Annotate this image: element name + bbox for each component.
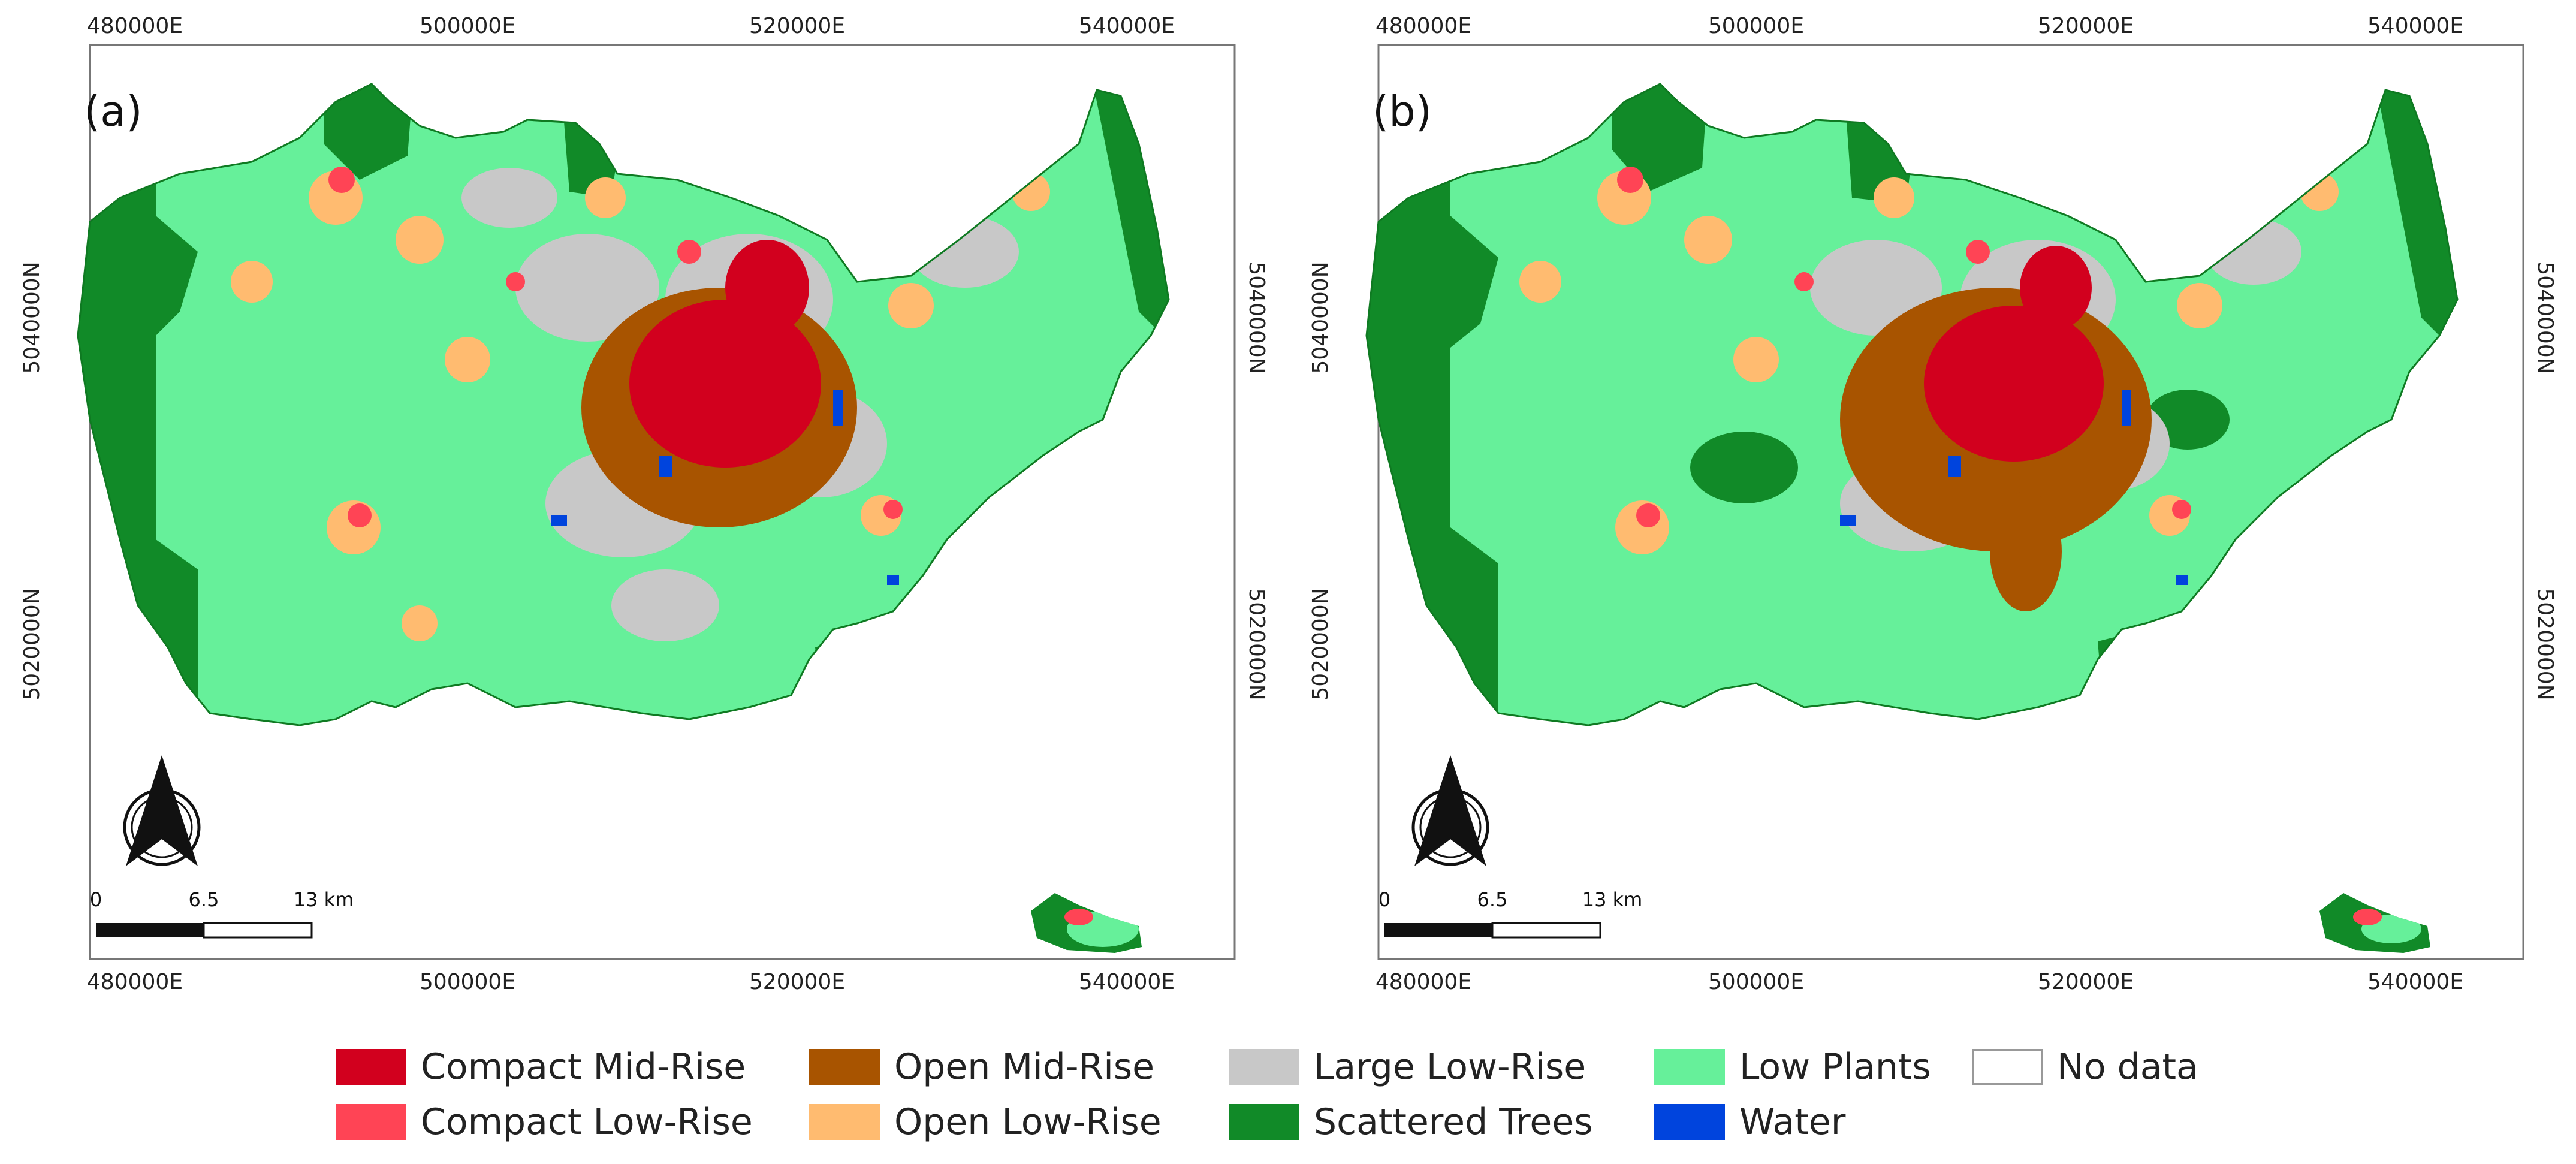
legend: Compact Mid-Rise Compact Low-Rise Open M… [336, 1043, 2254, 1157]
y-tick-left-0: 5040000N [20, 261, 44, 373]
legend-swatch [1972, 1049, 2043, 1085]
y-tick-left-1: 5020000N [1308, 588, 1333, 700]
scale-bar: 0 6.5 13 km [90, 888, 354, 939]
panel-label: (b) [1373, 87, 1432, 136]
legend-item-water: Water [1654, 1098, 1845, 1146]
legend-item-open-low-rise: Open Low-Rise [809, 1098, 1162, 1146]
y-tick-left-0: 5040000N [1308, 261, 1333, 373]
x-tick-top-0: 480000E [1376, 14, 1471, 38]
legend-label: No data [2057, 1046, 2198, 1088]
x-tick-bottom-0: 480000E [1376, 970, 1471, 994]
legend-swatch [336, 1049, 406, 1085]
legend-label: Low Plants [1739, 1046, 1931, 1088]
scale-label-2: 13 km [294, 888, 354, 911]
y-tick-right-1: 5020000N [2533, 588, 2557, 700]
legend-label: Large Low-Rise [1314, 1046, 1586, 1088]
scale-label-1: 6.5 [1477, 888, 1508, 911]
legend-swatch [1654, 1104, 1725, 1140]
x-tick-top-3: 540000E [2367, 14, 2463, 38]
legend-label: Compact Mid-Rise [421, 1046, 746, 1088]
legend-swatch [1229, 1049, 1299, 1085]
scale-label-0: 0 [1379, 888, 1390, 911]
scale-bar: 0 6.5 13 km [1379, 888, 1643, 939]
legend-swatch [1654, 1049, 1725, 1085]
x-tick-top-2: 520000E [2038, 14, 2134, 38]
legend-item-low-plants: Low Plants [1654, 1043, 1931, 1091]
map-panel-b: 480000E 500000E 520000E 540000E 480000E … [1289, 0, 2557, 1019]
legend-swatch [1229, 1104, 1299, 1140]
x-tick-bottom-2: 520000E [749, 970, 845, 994]
x-tick-top-1: 500000E [1708, 14, 1804, 38]
legend-label: Water [1739, 1101, 1846, 1143]
x-tick-top-3: 540000E [1079, 14, 1175, 38]
north-arrow-icon [123, 755, 201, 866]
x-tick-top-0: 480000E [87, 14, 183, 38]
x-tick-bottom-1: 500000E [1708, 970, 1804, 994]
x-tick-bottom-1: 500000E [420, 970, 515, 994]
panel-label: (a) [84, 87, 143, 136]
y-tick-right-0: 5040000N [2533, 261, 2557, 373]
y-tick-left-1: 5020000N [20, 588, 44, 700]
legend-swatch [809, 1049, 880, 1085]
legend-label: Compact Low-Rise [421, 1101, 753, 1143]
legend-label: Scattered Trees [1314, 1101, 1593, 1143]
legend-item-open-mid-rise: Open Mid-Rise [809, 1043, 1154, 1091]
x-tick-top-2: 520000E [749, 14, 845, 38]
y-tick-right-0: 5040000N [1244, 261, 1269, 373]
x-tick-bottom-2: 520000E [2038, 970, 2134, 994]
legend-item-compact-low-rise: Compact Low-Rise [336, 1098, 753, 1146]
map-svg-b: 480000E 500000E 520000E 540000E 480000E … [1308, 14, 2557, 994]
legend-item-scattered-trees: Scattered Trees [1229, 1098, 1593, 1146]
y-tick-right-1: 5020000N [1244, 588, 1269, 700]
x-tick-top-1: 500000E [420, 14, 515, 38]
scale-label-0: 0 [90, 888, 102, 911]
legend-swatch [336, 1104, 406, 1140]
scale-label-1: 6.5 [189, 888, 219, 911]
x-tick-bottom-0: 480000E [87, 970, 183, 994]
legend-label: Open Mid-Rise [894, 1046, 1155, 1088]
map-panel-a: 480000E 500000E 520000E 540000E 480000E … [0, 0, 1269, 1019]
x-tick-bottom-3: 540000E [2367, 970, 2463, 994]
legend-swatch [809, 1104, 880, 1140]
scale-label-2: 13 km [1582, 888, 1643, 911]
map-svg-a: 480000E 500000E 520000E 540000E 480000E … [20, 14, 1269, 994]
x-tick-bottom-3: 540000E [1079, 970, 1175, 994]
north-arrow-icon [1411, 755, 1489, 866]
legend-item-no-data: No data [1972, 1043, 2198, 1091]
legend-item-large-low-rise: Large Low-Rise [1229, 1043, 1586, 1091]
legend-label: Open Low-Rise [894, 1101, 1162, 1143]
legend-item-compact-mid-rise: Compact Mid-Rise [336, 1043, 746, 1091]
